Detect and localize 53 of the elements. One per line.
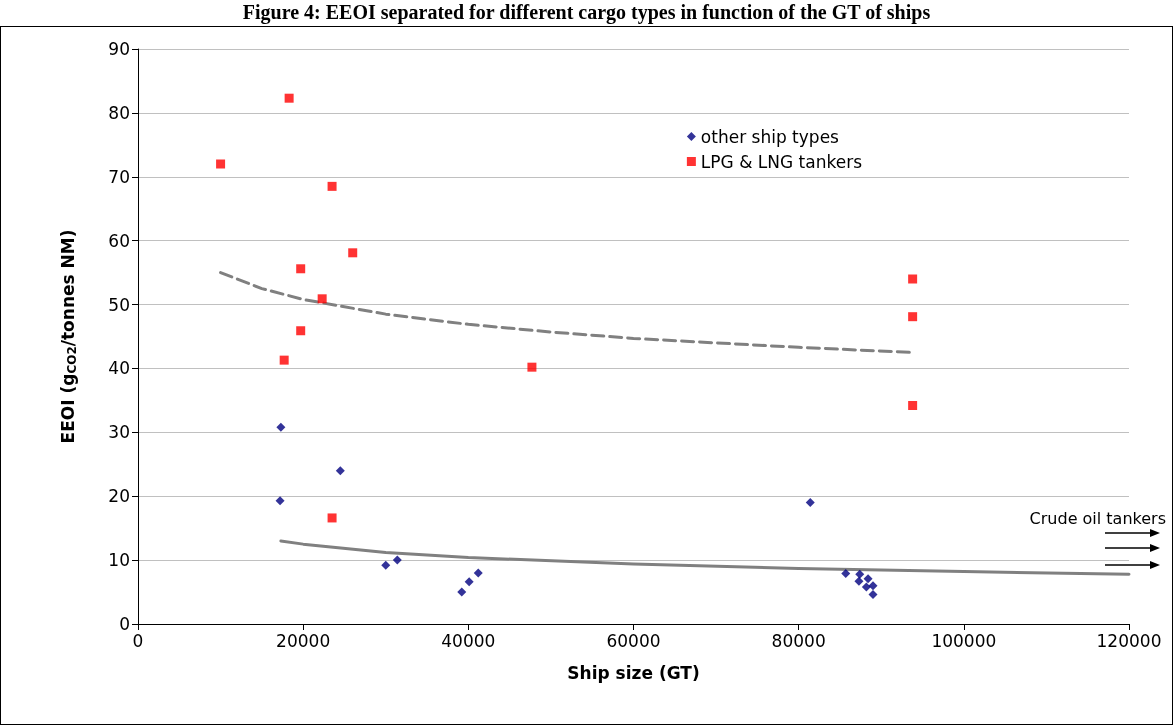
annotation: Crude oil tankers [1029, 508, 1167, 528]
point [805, 498, 815, 508]
point [855, 569, 865, 579]
point [464, 577, 474, 587]
point [276, 422, 286, 432]
point [854, 576, 864, 586]
point [275, 496, 285, 506]
point [279, 355, 289, 365]
point [861, 582, 871, 592]
point [381, 560, 391, 570]
point [296, 264, 306, 274]
x-tick-label: 60000 [606, 630, 661, 651]
y-tick-label: 90 [108, 39, 130, 59]
point [908, 274, 918, 284]
point [348, 248, 358, 258]
y-axis-title: EEOI (gCO2/tonnes NM) [58, 229, 79, 444]
y-tick-label: 40 [108, 358, 130, 379]
x-tick-label: 20000 [276, 630, 331, 651]
x-tick-label: 80000 [771, 630, 826, 651]
legend-label: other ship types [700, 126, 840, 147]
point [908, 401, 918, 410]
y-tick-label: 80 [108, 102, 130, 123]
point [908, 312, 918, 322]
point [392, 555, 402, 565]
y-tick-label: 30 [108, 422, 130, 443]
x-axis-title: Ship size (GT) [567, 662, 700, 683]
point [327, 181, 337, 191]
point [527, 362, 537, 372]
y-tick-label: 60 [108, 230, 130, 251]
y-tick-label: 10 [108, 550, 130, 571]
point [317, 294, 327, 304]
point [335, 466, 345, 476]
point [868, 590, 878, 600]
point [868, 581, 878, 591]
x-tick-label: 120000 [1096, 630, 1162, 651]
y-tick-label: 70 [108, 166, 130, 187]
x-tick-label: 40000 [441, 630, 496, 651]
point [473, 568, 483, 578]
x-tick-label: 0 [132, 630, 144, 651]
point [296, 326, 306, 336]
chart-title: Figure 4: EEOI separated for different cargo types in function of the GT of ships [241, 0, 932, 24]
point [284, 93, 294, 103]
y-tick-label: 0 [119, 614, 130, 634]
x-tick-label: 100000 [931, 630, 997, 651]
point [863, 574, 873, 584]
y-tick-label: 50 [108, 294, 130, 315]
line-series [279, 539, 1131, 576]
point [841, 569, 851, 579]
point [327, 513, 337, 523]
point [216, 159, 226, 169]
point [457, 587, 467, 597]
y-tick-label: 20 [108, 486, 130, 507]
legend-label: LPG & LNG tankers [700, 151, 863, 172]
